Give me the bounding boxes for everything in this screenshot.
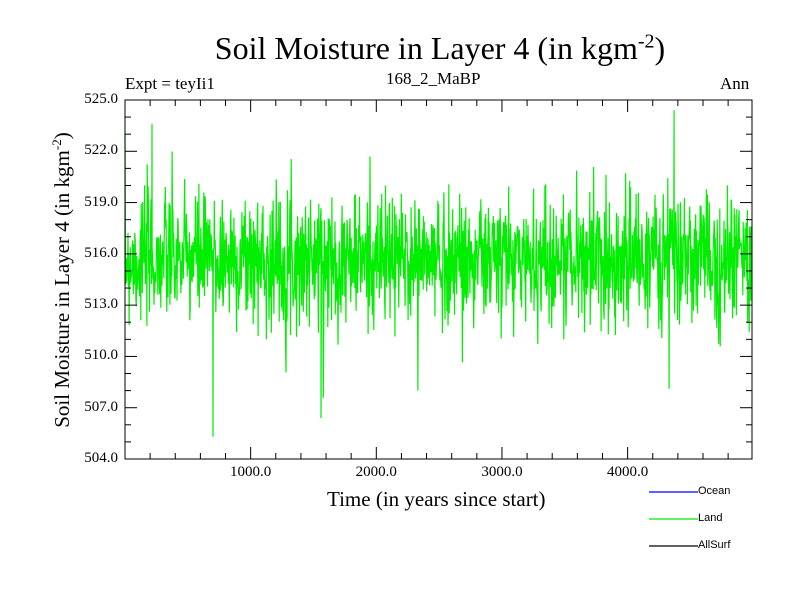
title-end: ) (654, 30, 666, 66)
series-line-land (124, 110, 753, 437)
y-tick-label: 516.0 (84, 244, 118, 261)
legend-label-allsurf: AllSurf (698, 539, 731, 551)
y-tick-label: 525.0 (84, 91, 118, 107)
y-tick-label: 519.0 (84, 193, 118, 210)
title-text: Soil Moisture in Layer 4 (in kgm (214, 30, 638, 66)
x-tick-label: 2000.0 (355, 464, 397, 480)
subtitle-left: Expt = teyIi1 (125, 74, 215, 93)
x-axis-label: Time (in years since start) (327, 487, 546, 511)
subtitle-right: Ann (720, 74, 750, 93)
y-tick-label: 507.0 (84, 398, 118, 415)
x-tick-label: 4000.0 (606, 464, 649, 480)
chart-title: Soil Moisture in Layer 4 (in kgm-2) (0, 30, 800, 67)
subtitle-center: 168_2_MaBP (386, 69, 481, 88)
x-tick-label: 3000.0 (481, 464, 523, 480)
plot-frame (124, 99, 753, 460)
title-sup: -2 (637, 30, 655, 53)
y-tick-label: 504.0 (84, 450, 118, 466)
legend-label-ocean: Ocean (698, 485, 731, 497)
y-tick-label: 510.0 (84, 347, 118, 364)
y-tick-label: 513.0 (84, 296, 118, 313)
legend-label-land: Land (698, 512, 723, 524)
y-tick-label: 522.0 (84, 142, 118, 159)
x-tick-label: 1000.0 (230, 464, 272, 480)
